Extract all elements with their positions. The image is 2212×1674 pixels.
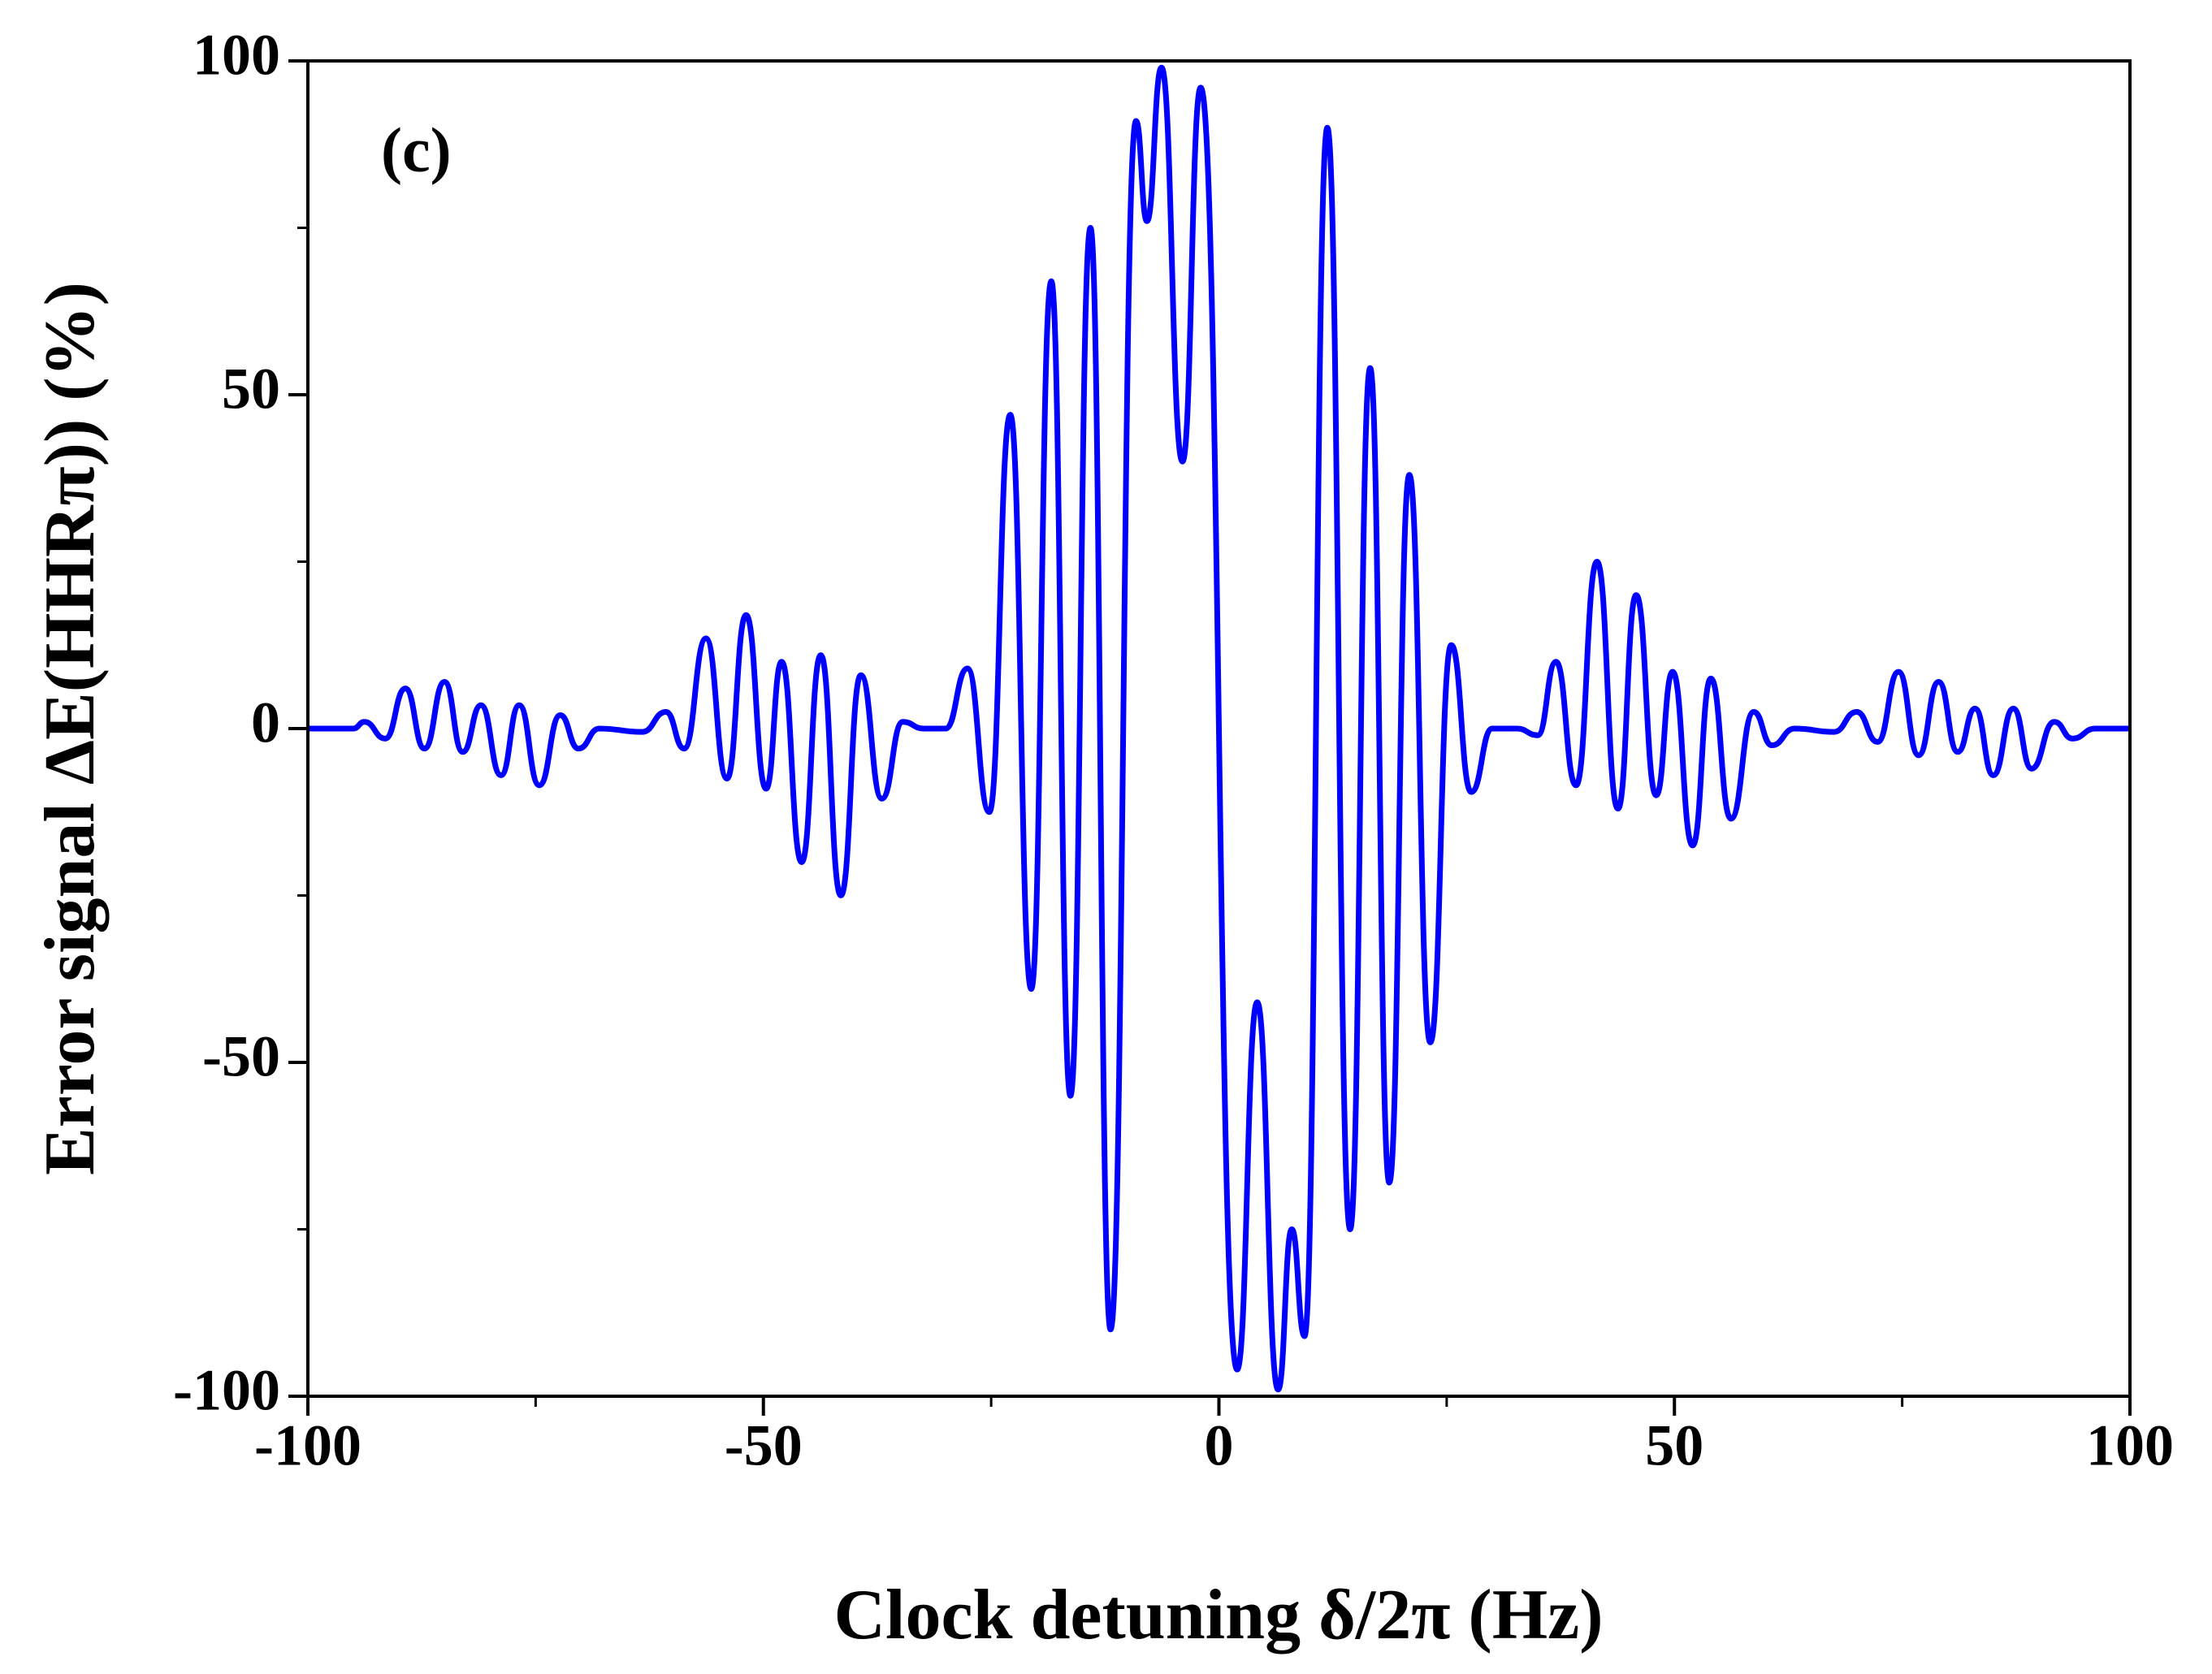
y-axis-title: Error signal ΔE(HHRπ)) (%) <box>31 282 110 1175</box>
panel-label: (c) <box>381 115 452 185</box>
y-tick-label: 0 <box>251 690 280 755</box>
x-tick-label: 100 <box>2086 1413 2174 1478</box>
x-tick-label: -50 <box>725 1413 803 1478</box>
x-tick-label: 0 <box>1205 1413 1234 1478</box>
y-tick-label: 100 <box>193 23 280 88</box>
x-tick-label: -100 <box>254 1413 361 1478</box>
y-tick-label: 50 <box>222 357 280 422</box>
x-axis-title: Clock detuning δ/2π (Hz) <box>833 1576 1603 1655</box>
y-tick-label: -50 <box>202 1024 280 1089</box>
x-tick-label: 50 <box>1645 1413 1703 1478</box>
y-tick-label: -100 <box>173 1358 280 1423</box>
data-line <box>308 64 2130 1393</box>
